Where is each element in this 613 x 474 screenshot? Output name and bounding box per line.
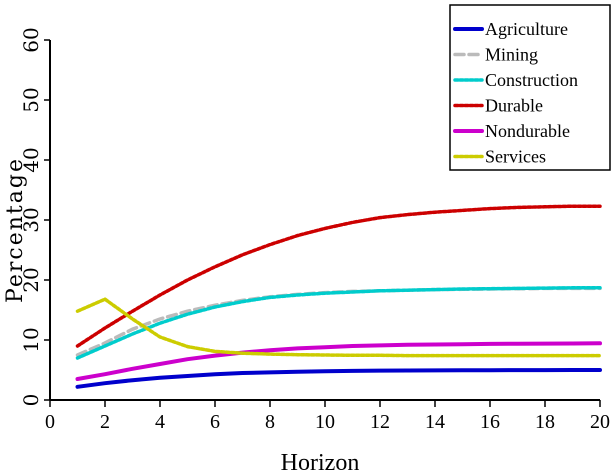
x-tick-label: 20 <box>590 411 610 433</box>
legend-box <box>449 4 611 171</box>
y-tick-label: 60 <box>19 27 43 52</box>
x-tick-label: 0 <box>45 411 55 433</box>
series-line-nondurable <box>75 341 602 381</box>
x-tick-label: 14 <box>425 411 445 433</box>
x-tick-label: 16 <box>480 411 500 433</box>
series-line-services <box>75 297 602 358</box>
y-tick-label: 50 <box>19 87 43 112</box>
series-line-durable <box>75 204 602 348</box>
legend-label-durable: Durable <box>485 96 543 116</box>
legend-label-agriculture: Agriculture <box>485 19 568 39</box>
legend-label-services: Services <box>485 147 546 167</box>
y-tick-label: 0 <box>19 394 43 407</box>
series-line-agriculture <box>75 368 602 389</box>
x-tick-label: 10 <box>315 411 335 433</box>
legend-label-construction: Construction <box>485 70 578 90</box>
x-tick-label: 4 <box>155 411 165 433</box>
x-tick-label: 2 <box>100 411 110 433</box>
x-tick-label: 8 <box>265 411 275 433</box>
axes: 0 2 4 6 8 10 12 14 16 18 20 0 10 20 30 40 50 60 Horizon Per… <box>3 27 610 474</box>
legend-label-mining: Mining <box>485 45 538 65</box>
series-lines <box>75 204 602 389</box>
series-line-construction <box>75 286 602 360</box>
x-tick-label: 18 <box>535 411 555 433</box>
legend-label-nondurable: Nondurable <box>485 121 570 141</box>
y-tick-label: 10 <box>19 327 43 352</box>
y-axis-label: Percentage <box>3 157 28 303</box>
y-tick-label: 20 <box>19 267 43 292</box>
y-tick-label: 30 <box>19 207 43 232</box>
x-tick-label: 12 <box>370 411 390 433</box>
legend: Agriculture Mining Construction Durable Nond… <box>449 4 611 171</box>
y-tick-label: 40 <box>19 147 43 172</box>
x-tick-label: 6 <box>210 411 220 433</box>
x-axis-label: Horizon <box>281 450 360 474</box>
